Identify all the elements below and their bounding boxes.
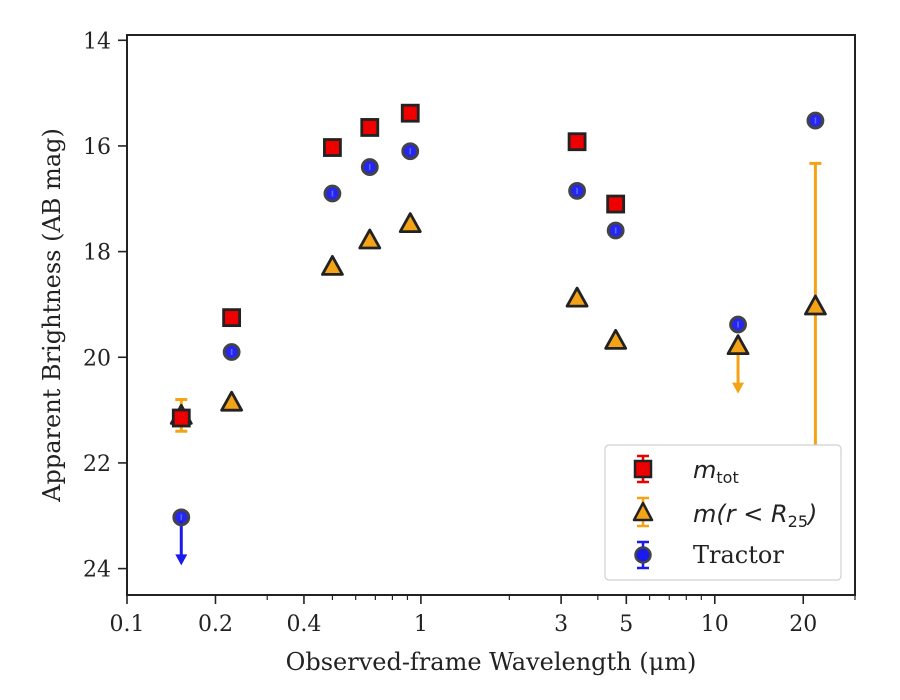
x-tick-label: 10 (701, 612, 729, 637)
m-r25-point (604, 328, 628, 350)
mtot-point (360, 118, 380, 137)
legend-frame (604, 444, 842, 581)
legend: mtot m(r < R25) Tractor (604, 444, 842, 581)
mtot-point (567, 132, 587, 152)
m-r25-point (804, 294, 827, 316)
y-tick-label: 14 (83, 29, 111, 54)
legend-entry-m-r25: m(r < R25) (632, 496, 817, 531)
mtot-point (400, 103, 420, 123)
y-axis-title: Apparent Brightness (AB mag) (38, 128, 66, 503)
legend-mtot-marker (633, 459, 653, 479)
m-r25-upper-limit-arrowhead (732, 382, 745, 394)
y-tick-label: 16 (83, 135, 111, 160)
legend-entry-mtot: mtot (633, 454, 739, 487)
y-tick-label: 22 (83, 452, 111, 477)
x-tick-label: 0.2 (198, 612, 233, 637)
x-axis-title: Observed-frame Wavelength (μm) (286, 648, 697, 676)
m-r25-point (321, 254, 344, 276)
mtot-point (606, 194, 626, 214)
legend-mtot-label: mtot (693, 456, 739, 487)
y-tick-label: 24 (83, 558, 111, 583)
x-tick-label: 0.1 (110, 612, 145, 637)
x-axis: 0.1 0.2 0.4 1 3 5 10 20 (110, 595, 856, 637)
tractor-upper-limit-arrowhead (175, 554, 188, 566)
x-tick-label: 0.4 (286, 612, 321, 637)
legend-tractor-marker (634, 546, 652, 564)
y-tick-label: 18 (83, 241, 111, 266)
x-tick-label: 3 (554, 612, 568, 637)
legend-entry-tractor: Tractor (634, 540, 784, 570)
plot-marks (169, 103, 827, 566)
x-tick-label: 20 (789, 612, 817, 637)
x-tick-label: 1 (414, 612, 428, 637)
mtot-point (222, 308, 242, 328)
m-r25-point (565, 286, 589, 308)
x-tick-label: 5 (619, 612, 633, 637)
mtot-point (171, 408, 191, 428)
m-r25-point (220, 390, 244, 412)
m-r25-point (398, 212, 422, 234)
plot-frame (126, 34, 856, 596)
y-tick-label: 20 (83, 346, 111, 371)
m-r25-point (726, 334, 750, 356)
legend-mr-marker (632, 501, 654, 522)
legend-tractor-label: Tractor (693, 541, 784, 569)
m-r25-point (358, 228, 382, 250)
y-axis: 14 16 18 20 22 24 (83, 29, 127, 583)
mtot-point (323, 138, 342, 157)
legend-mr-label: m(r < R25) (693, 500, 817, 531)
